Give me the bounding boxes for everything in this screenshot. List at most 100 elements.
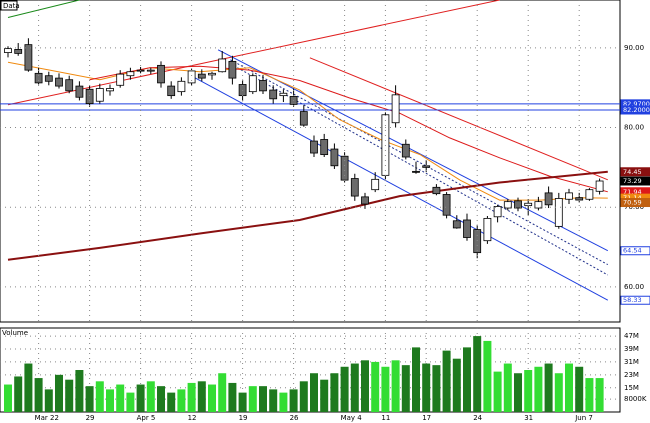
volume-bar (289, 389, 298, 412)
volume-tick-label: 23M (624, 371, 639, 379)
candle-body (575, 197, 584, 201)
volume-bar (565, 363, 573, 412)
candle-body (279, 92, 288, 97)
candle-body (310, 140, 318, 154)
volume-tick-label: 39M (624, 345, 639, 353)
candle-body (371, 178, 380, 191)
candle-body (248, 75, 257, 93)
price-label: 82.9700 (623, 100, 650, 108)
volume-bar (14, 376, 23, 412)
overlay-line (7, 0, 80, 18)
volume-bar (146, 381, 155, 412)
volume-bar (575, 366, 584, 412)
volume-tick-label: 15M (624, 384, 639, 392)
candle-body (4, 48, 12, 54)
chart-title: Data (3, 2, 20, 10)
candle-body (75, 85, 84, 98)
volume-bar (75, 370, 84, 412)
volume-bar (483, 340, 492, 412)
x-tick-label: Mar 22 (35, 414, 59, 422)
volume-bar (320, 379, 329, 412)
volume-bar (554, 373, 563, 412)
candle-body (503, 201, 512, 209)
candle-body (401, 143, 410, 158)
volume-bar (55, 374, 63, 412)
candle-body (208, 72, 216, 76)
x-tick-label: 29 (86, 414, 95, 422)
candle-body (514, 200, 522, 209)
volume-bar (177, 389, 186, 412)
candle-body (34, 72, 43, 84)
volume-bar (85, 386, 94, 412)
volume-bar (381, 366, 390, 412)
volume-bar (136, 384, 145, 412)
volume-tick-label: 31M (624, 358, 639, 366)
candle-body (595, 180, 604, 192)
title-box (0, 0, 18, 11)
candle-body (197, 73, 206, 79)
volume-bar (412, 347, 420, 412)
volume-tick-label: 47M (624, 332, 639, 340)
x-tick-label: 24 (473, 414, 482, 422)
overlay-line (7, 170, 608, 261)
candle-body (554, 198, 563, 227)
candle-body (55, 77, 63, 87)
x-tick-label: 11 (381, 414, 390, 422)
price-label-box (620, 246, 650, 256)
y-tick-label: 90.00 (624, 44, 644, 52)
volume-bar (534, 366, 543, 412)
overlay-line (217, 49, 609, 252)
overlay-line (230, 59, 609, 266)
volume-bar (310, 373, 318, 412)
overlay-line (89, 65, 608, 193)
candle-body (544, 192, 553, 206)
volume-bar (65, 379, 74, 412)
candle-body (565, 192, 573, 200)
candle-body (422, 165, 431, 168)
volume-bar (340, 366, 349, 412)
candle-body (340, 155, 349, 181)
candle-body (24, 44, 33, 71)
price-label: 70.59 (623, 199, 642, 207)
candle-body (259, 80, 267, 92)
volume-bar (524, 370, 533, 412)
volume-bar (391, 360, 400, 412)
price-label: 71.94 (623, 188, 642, 196)
volume-bar (208, 384, 216, 412)
candle-body (585, 189, 594, 200)
candle-body (116, 73, 125, 86)
volume-bar (452, 358, 461, 412)
price-label: 58.33 (623, 296, 642, 304)
x-tick-label: 12 (188, 414, 197, 422)
candle-body (187, 70, 196, 84)
volume-bar (248, 386, 257, 412)
price-label: 74.45 (623, 168, 642, 176)
volume-bar (585, 378, 594, 412)
volume-bar (432, 365, 441, 412)
volume-bar (473, 336, 482, 412)
volume-bar (106, 389, 114, 412)
volume-bar (595, 378, 604, 412)
volume-bar (218, 373, 227, 412)
x-tick-label: 31 (524, 414, 533, 422)
candle-body (44, 75, 53, 82)
y-tick-label: 80.00 (624, 124, 644, 132)
candle-body (299, 111, 308, 126)
volume-tick-label: 8000K (624, 395, 647, 403)
candle-body (95, 88, 104, 102)
volume-bar (259, 386, 267, 412)
x-tick-label: 19 (239, 414, 248, 422)
volume-bar (514, 373, 522, 412)
volume-bar (116, 384, 125, 412)
candle-body (452, 220, 461, 229)
volume-bar (544, 363, 553, 412)
price-label-box (620, 167, 650, 177)
volume-bar (442, 350, 451, 412)
price-label-box (620, 176, 650, 186)
x-tick-label: Apr 5 (137, 414, 156, 422)
x-tick-label: 17 (422, 414, 431, 422)
y-tick-label: 60.00 (624, 283, 644, 291)
candle-body (391, 94, 400, 124)
candle-body (177, 80, 186, 93)
candle-body (412, 170, 420, 173)
